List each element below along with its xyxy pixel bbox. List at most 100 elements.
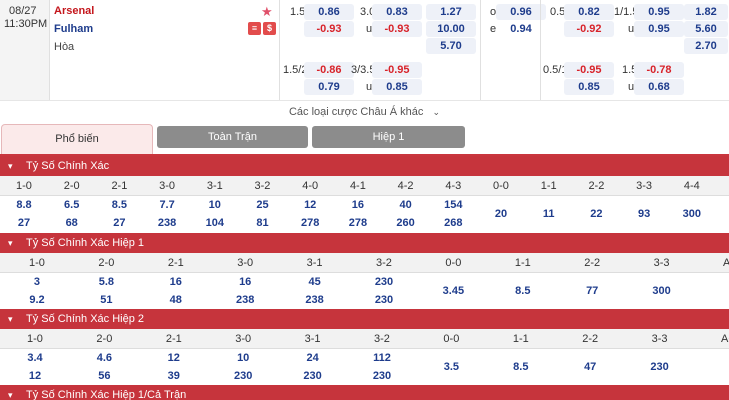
score-odds-draw[interactable]: 8.5 <box>513 361 529 373</box>
score-odds-away[interactable]: 9.2 <box>29 294 45 306</box>
score-odds-away[interactable]: 260 <box>396 217 415 229</box>
money-icon[interactable]: $ <box>263 22 276 35</box>
score-odds-home[interactable]: 3 <box>33 276 41 288</box>
score-odds-home[interactable]: 4.6 <box>96 352 113 364</box>
tab-full-match[interactable]: Toàn Trận <box>157 126 308 148</box>
score-header: 3-1 <box>206 180 223 192</box>
even-odds[interactable]: 0.94 <box>510 23 532 35</box>
score-odds-home[interactable]: 25 <box>256 199 269 211</box>
score-odds-draw[interactable]: 47 <box>584 361 597 373</box>
h1-under-odds-alt[interactable]: 0.68 <box>634 79 684 95</box>
score-odds-away[interactable]: 104 <box>205 217 224 229</box>
over-odds-alt[interactable]: -0.95 <box>372 62 422 78</box>
score-odds-draw[interactable]: 93 <box>637 208 651 220</box>
score-odds-home[interactable]: 12 <box>167 352 180 364</box>
under-odds[interactable]: -0.93 <box>372 21 422 37</box>
score-odds-home[interactable]: 12 <box>304 199 317 211</box>
score-odds-home[interactable]: 112 <box>373 352 391 364</box>
score-odds-row: 3.4 4.6 12 10 24 112 12 56 39 230 230 230 3.5 8.5 47 23… <box>0 349 729 387</box>
h1-over-odds[interactable]: 0.95 <box>634 4 684 20</box>
score-odds-away[interactable]: 278 <box>301 217 320 229</box>
odd-odds[interactable]: 0.96 <box>496 4 546 20</box>
draw-label: Hòa <box>54 41 75 53</box>
h1-handicap-home-odds[interactable]: 0.82 <box>564 4 614 20</box>
score-odds-home[interactable]: 154 <box>444 199 463 211</box>
score-odds-draw[interactable]: 3.45 <box>442 285 465 297</box>
score-odds-draw[interactable]: 77 <box>586 285 599 297</box>
handicap-home-odds[interactable]: 0.86 <box>304 4 354 20</box>
away-team[interactable]: Fulham <box>54 23 94 35</box>
score-odds-away[interactable]: 12 <box>28 370 42 382</box>
score-odds-home[interactable]: 6.5 <box>64 199 80 211</box>
score-odds-home[interactable]: 24 <box>306 352 319 364</box>
more-asian-bets-toggle[interactable]: Các loại cược Châu Á khác ⌄ <box>0 100 729 124</box>
score-odds-home[interactable]: 16 <box>239 276 252 288</box>
1x2-home-odds[interactable]: 1.27 <box>426 4 476 20</box>
favorite-star-icon[interactable]: ★ <box>261 4 273 19</box>
h1-1x2-away-odds[interactable]: 5.60 <box>684 21 728 37</box>
h1-handicap-home-odds-alt[interactable]: -0.95 <box>564 62 614 78</box>
section-header[interactable]: ▾ Tỷ Số Chính Xác Hiệp 1/Cả Trận <box>0 385 729 400</box>
score-odds-home[interactable]: 8.8 <box>16 199 32 211</box>
score-header: 2-1 <box>165 333 182 345</box>
score-odds-draw[interactable]: 20 <box>494 208 508 220</box>
score-odds-home[interactable]: 230 <box>374 276 394 288</box>
score-odds-home[interactable]: 5.8 <box>98 276 115 288</box>
score-odds-home[interactable]: 10 <box>237 352 250 364</box>
score-odds-draw[interactable]: 8.5 <box>515 285 531 297</box>
score-odds-draw[interactable]: 300 <box>652 285 671 297</box>
score-odds-away[interactable]: 39 <box>167 370 180 382</box>
score-odds-away[interactable]: 56 <box>98 370 111 382</box>
h1-1x2-draw-odds[interactable]: 2.70 <box>684 38 728 54</box>
under-odds-alt[interactable]: 0.85 <box>372 79 422 95</box>
h1-handicap-away-odds[interactable]: -0.92 <box>564 21 614 37</box>
stats-icon[interactable]: ≡ <box>248 22 261 35</box>
score-odds-away[interactable]: 238 <box>305 294 324 306</box>
score-odds-home[interactable]: 7.7 <box>159 199 175 211</box>
section-header[interactable]: ▾ Tỷ Số Chính Xác Hiệp 2 <box>0 309 729 329</box>
score-odds-away[interactable]: 48 <box>169 294 182 306</box>
over-odds[interactable]: 0.83 <box>372 4 422 20</box>
score-odds-away[interactable]: 230 <box>372 370 392 382</box>
score-odds-away[interactable]: 238 <box>236 294 255 306</box>
score-odds-away[interactable]: 230 <box>303 370 322 382</box>
score-odds-away[interactable]: 238 <box>157 217 177 229</box>
h1-1x2-home-odds[interactable]: 1.82 <box>684 4 728 20</box>
score-odds-away[interactable]: 81 <box>256 217 269 229</box>
score-odds-away[interactable]: 27 <box>113 217 126 229</box>
handicap-home-odds-alt[interactable]: -0.86 <box>304 62 354 78</box>
handicap-away-odds-alt[interactable]: 0.79 <box>304 79 354 95</box>
home-team[interactable]: Arsenal <box>54 5 95 17</box>
score-odds-home[interactable]: 3.4 <box>27 352 43 364</box>
section-header[interactable]: ▾ Tỷ Số Chính Xác Hiệp 1 <box>0 233 729 253</box>
h1-over-odds-alt[interactable]: -0.78 <box>634 62 684 78</box>
h1-under-odds[interactable]: 0.95 <box>634 21 684 37</box>
score-odds-away[interactable]: 268 <box>444 217 463 229</box>
handicap-away-odds[interactable]: -0.93 <box>304 21 354 37</box>
score-odds-away[interactable]: 27 <box>17 217 31 229</box>
score-odds-away[interactable]: 230 <box>374 294 394 306</box>
score-odds-draw[interactable]: 11 <box>542 208 555 220</box>
h1-over-under-line-alt: 1.5 <box>622 64 638 76</box>
score-odds-home[interactable]: 8.5 <box>111 199 128 211</box>
score-odds-home[interactable]: 45 <box>308 276 321 288</box>
tab-first-half[interactable]: Hiệp 1 <box>312 126 465 148</box>
tab-popular[interactable]: Phổ biến <box>1 124 153 154</box>
score-odds-home[interactable]: 10 <box>208 199 221 211</box>
score-odds-away[interactable]: 68 <box>65 217 78 229</box>
score-header: 1-0 <box>29 257 45 269</box>
score-odds-draw[interactable]: 22 <box>590 208 603 220</box>
1x2-away-odds[interactable]: 10.00 <box>426 21 476 37</box>
1x2-draw-odds[interactable]: 5.70 <box>426 38 476 54</box>
score-odds-home[interactable]: 16 <box>351 199 365 211</box>
score-odds-away[interactable]: 51 <box>100 294 113 306</box>
score-odds-home[interactable]: 40 <box>399 199 412 211</box>
score-odds-away[interactable]: 278 <box>348 217 368 229</box>
score-odds-away[interactable]: 230 <box>234 370 253 382</box>
score-odds-draw[interactable]: 300 <box>682 208 701 220</box>
section-header[interactable]: ▾ Tỷ Số Chính Xác <box>0 156 729 176</box>
score-odds-home[interactable]: 16 <box>169 276 182 288</box>
score-odds-draw[interactable]: 3.5 <box>443 361 460 373</box>
score-odds-draw[interactable]: 230 <box>650 361 669 373</box>
h1-handicap-away-odds-alt[interactable]: 0.85 <box>564 79 614 95</box>
